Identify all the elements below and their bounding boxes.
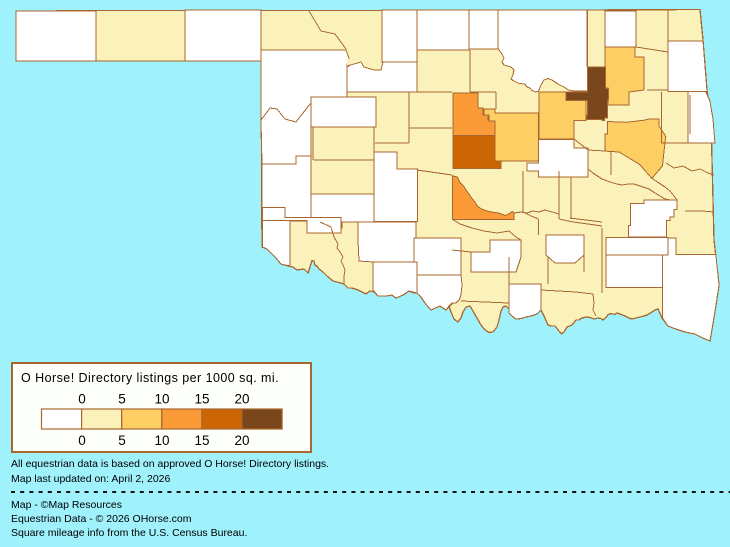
svg-text:15: 15 (194, 392, 209, 407)
svg-text:10: 10 (154, 392, 169, 407)
svg-text:0: 0 (78, 392, 86, 407)
svg-text:20: 20 (234, 392, 249, 407)
svg-text:5: 5 (118, 392, 126, 407)
svg-text:5: 5 (118, 433, 126, 448)
svg-text:0: 0 (78, 433, 86, 448)
svg-text:20: 20 (234, 433, 249, 448)
svg-text:10: 10 (154, 433, 169, 448)
svg-text:15: 15 (194, 433, 209, 448)
